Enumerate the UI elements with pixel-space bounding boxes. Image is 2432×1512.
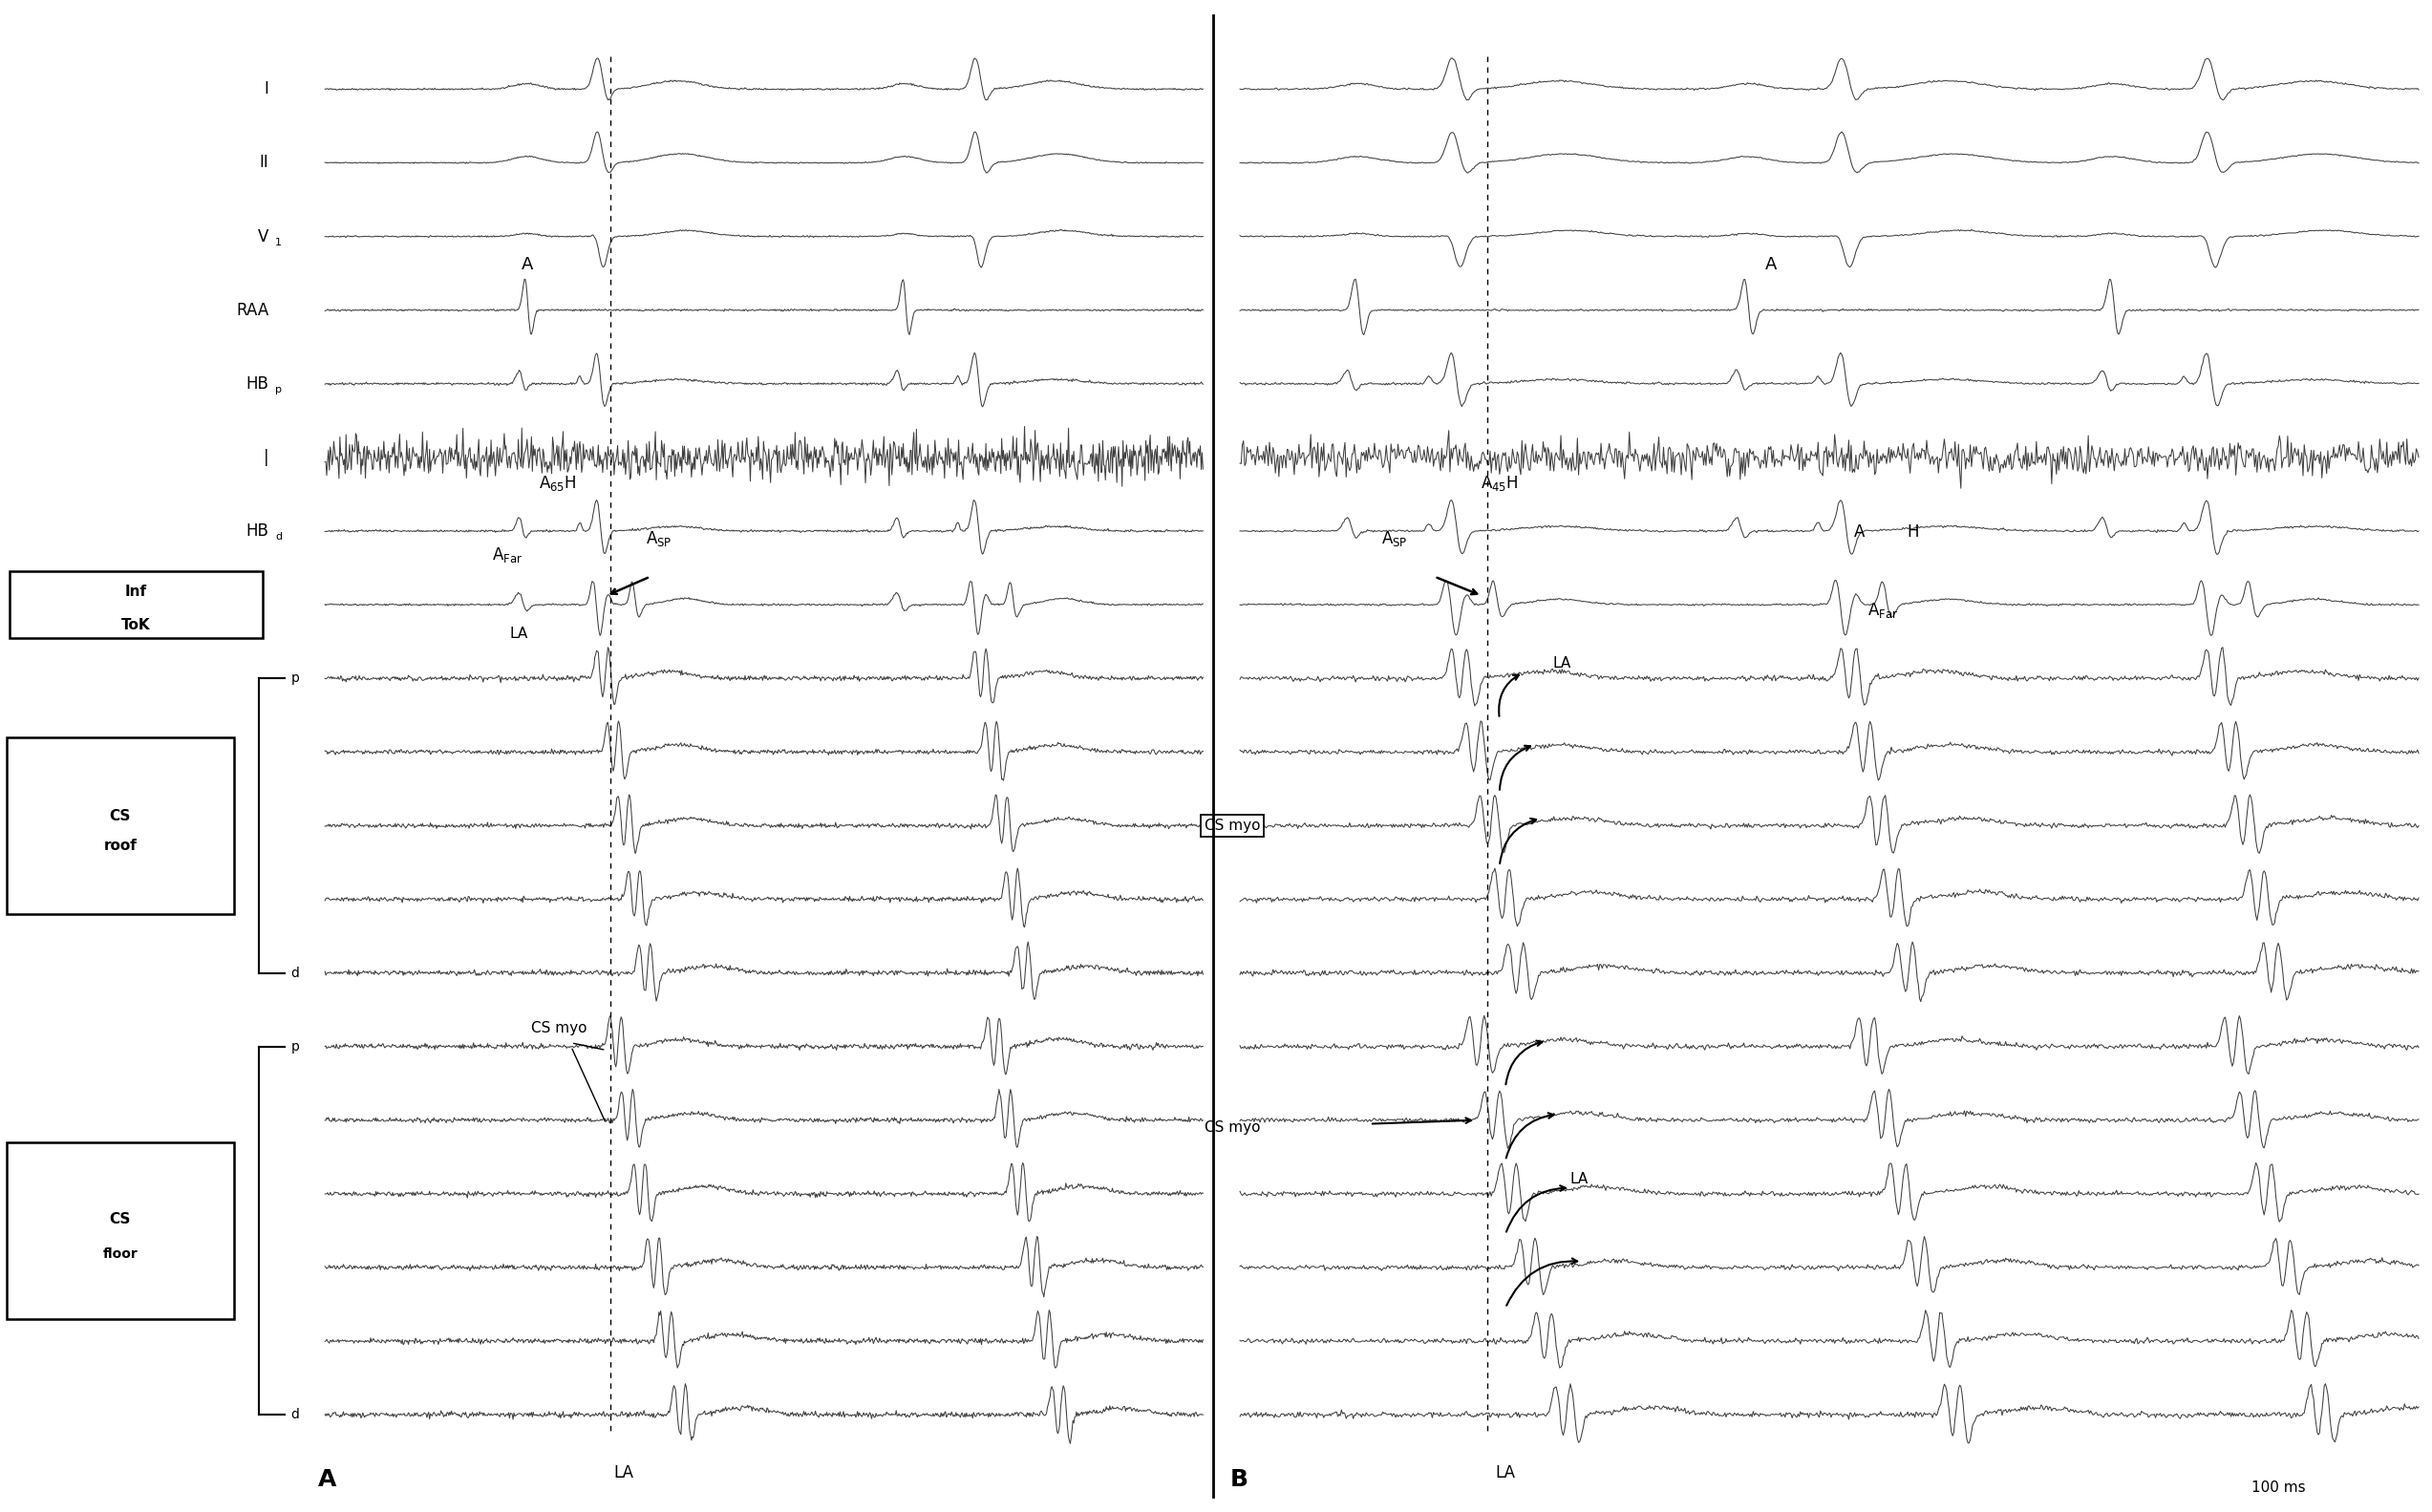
Text: 100 ms: 100 ms: [2252, 1480, 2306, 1494]
Text: LA: LA: [1552, 656, 1571, 671]
Text: d: d: [292, 1408, 299, 1421]
Text: |: |: [263, 449, 270, 466]
Text: A$_\mathregular{SP}$: A$_\mathregular{SP}$: [1381, 529, 1408, 547]
Text: A$_{65}$H: A$_{65}$H: [540, 473, 576, 493]
Text: HB: HB: [246, 523, 270, 540]
Text: A: A: [1853, 523, 1865, 541]
Text: LA: LA: [511, 627, 528, 641]
Text: B: B: [1231, 1468, 1248, 1491]
Text: d: d: [292, 966, 299, 980]
Text: CS myo: CS myo: [1204, 818, 1260, 833]
Text: p: p: [292, 671, 299, 685]
Text: p: p: [292, 1040, 299, 1054]
Text: A$_\mathregular{Far}$: A$_\mathregular{Far}$: [1868, 600, 1899, 620]
FancyBboxPatch shape: [10, 572, 263, 638]
Text: A: A: [319, 1468, 336, 1491]
Text: A$_\mathregular{SP}$: A$_\mathregular{SP}$: [647, 529, 671, 547]
Text: RAA: RAA: [236, 301, 270, 319]
Text: 1: 1: [275, 237, 282, 246]
Text: LA: LA: [1571, 1172, 1588, 1187]
Text: I: I: [265, 80, 270, 98]
Text: LA: LA: [613, 1464, 635, 1482]
Text: p: p: [275, 386, 282, 395]
Text: A$_{45}$H: A$_{45}$H: [1481, 473, 1518, 493]
Text: CS: CS: [109, 809, 131, 823]
Text: V: V: [258, 228, 270, 245]
Text: CS myo: CS myo: [533, 1021, 589, 1036]
Text: HB: HB: [246, 375, 270, 392]
Text: roof: roof: [105, 839, 136, 853]
Text: A$_\mathregular{Far}$: A$_\mathregular{Far}$: [491, 546, 523, 565]
FancyBboxPatch shape: [7, 1142, 233, 1318]
Text: floor: floor: [102, 1247, 139, 1261]
FancyBboxPatch shape: [7, 738, 233, 913]
Text: ToK: ToK: [122, 618, 151, 632]
Text: CS myo: CS myo: [1204, 1120, 1260, 1134]
Text: LA: LA: [1496, 1464, 1515, 1482]
Text: d: d: [275, 532, 282, 541]
Text: A: A: [1766, 256, 1778, 274]
Text: Inf: Inf: [124, 584, 146, 599]
Text: II: II: [260, 154, 270, 171]
Text: A: A: [520, 256, 533, 274]
Text: CS: CS: [109, 1213, 131, 1226]
Text: H: H: [1907, 523, 1919, 541]
